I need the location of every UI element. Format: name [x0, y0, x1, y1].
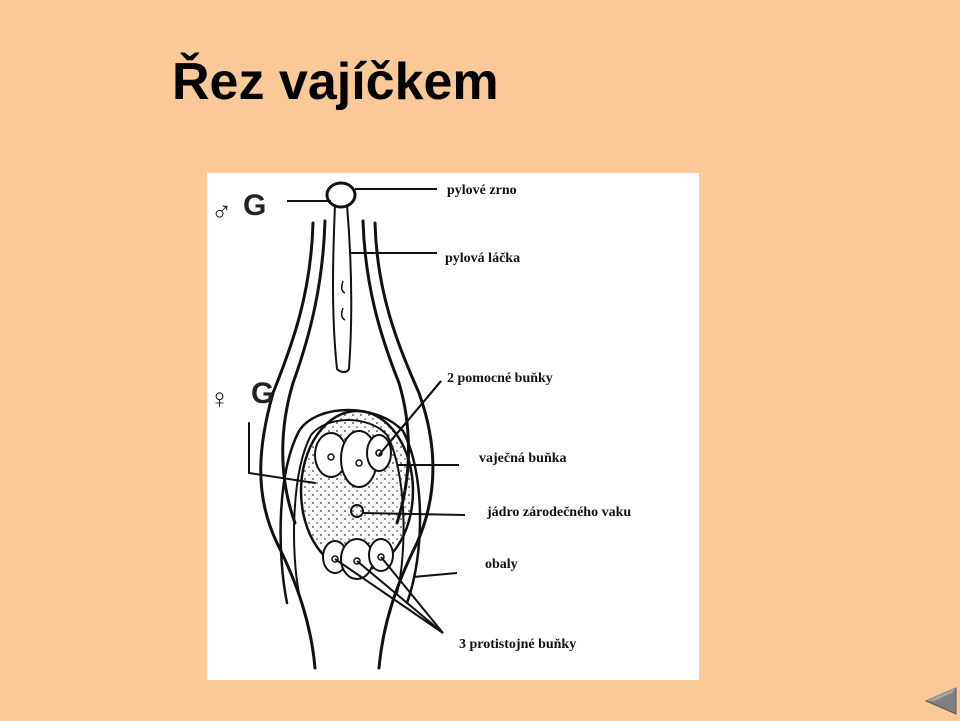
label-integuments: obaly [485, 557, 518, 572]
label-pollen-tube: pylová láčka [445, 251, 521, 266]
integument-outer [279, 408, 422, 605]
male-gamete-letter: G [243, 189, 267, 222]
pollen-grain-shape [325, 181, 357, 209]
ovule-section-diagram: ♂ G ♀ G pylové zrno pylová láčka 2 pomoc… [207, 173, 699, 680]
male-symbol-icon: ♂ [211, 195, 232, 226]
label-egg-cell: vaječná buňka [479, 451, 567, 466]
female-gamete-letter: G [251, 377, 275, 410]
diagram-drawing [248, 181, 466, 670]
triangle-left-icon [924, 687, 957, 715]
female-bracket [248, 422, 316, 484]
synergid-right [366, 434, 392, 472]
central-nucleus-shape [350, 504, 364, 518]
page-title: Řez vajíčkem [172, 53, 499, 111]
back-button[interactable] [922, 686, 958, 716]
label-synergids: 2 pomocné buňky [447, 371, 553, 386]
pollen-tube-shape [332, 204, 353, 373]
female-symbol-icon: ♀ [209, 383, 230, 414]
label-central-nucleus: jádro zárodečného vaku [487, 505, 632, 520]
label-antipodals: 3 protistojné buňky [459, 637, 577, 652]
ovule-outer-outline [259, 221, 317, 670]
label-pollen-grain: pylové zrno [447, 183, 517, 198]
